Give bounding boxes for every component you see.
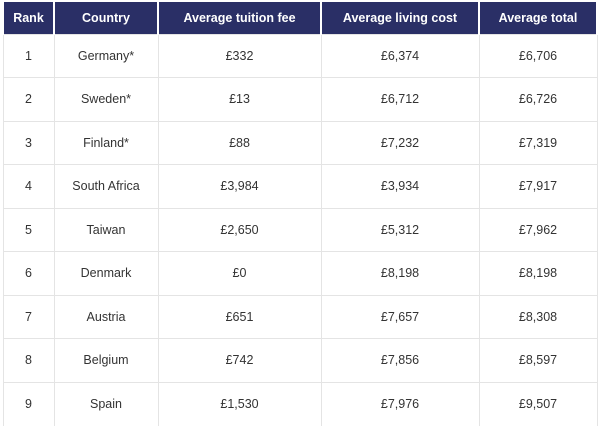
cell-country: Austria <box>53 294 159 339</box>
cell-rank: 3 <box>2 120 55 165</box>
cell-total: £8,198 <box>478 251 598 296</box>
cell-country: Taiwan <box>53 207 159 252</box>
table-row: 9 Spain £1,530 £7,976 £9,507 <box>2 381 598 426</box>
cell-tuition-fee: £651 <box>157 294 322 339</box>
cell-country: Germany* <box>53 33 159 78</box>
cell-living-cost: £5,312 <box>320 207 480 252</box>
table-row: 6 Denmark £0 £8,198 £8,198 <box>2 251 598 296</box>
header-average-tuition-fee: Average tuition fee <box>157 2 322 34</box>
cell-rank: 9 <box>2 381 55 426</box>
cell-rank: 6 <box>2 251 55 296</box>
cell-total: £6,726 <box>478 77 598 122</box>
cell-rank: 4 <box>2 164 55 209</box>
cell-total: £6,706 <box>478 33 598 78</box>
cell-rank: 1 <box>2 33 55 78</box>
cell-country: South Africa <box>53 164 159 209</box>
cell-living-cost: £3,934 <box>320 164 480 209</box>
cell-total: £8,308 <box>478 294 598 339</box>
cell-living-cost: £8,198 <box>320 251 480 296</box>
header-average-living-cost: Average living cost <box>320 2 480 34</box>
cell-country: Sweden* <box>53 77 159 122</box>
cell-rank: 7 <box>2 294 55 339</box>
table-row: 8 Belgium £742 £7,856 £8,597 <box>2 338 598 383</box>
cell-living-cost: £6,712 <box>320 77 480 122</box>
table-row: 1 Germany* £332 £6,374 £6,706 <box>2 33 598 78</box>
cell-tuition-fee: £742 <box>157 338 322 383</box>
header-country: Country <box>53 2 159 34</box>
cell-tuition-fee: £2,650 <box>157 207 322 252</box>
cell-tuition-fee: £332 <box>157 33 322 78</box>
cell-rank: 2 <box>2 77 55 122</box>
header-row: Rank Country Average tuition fee Average… <box>2 2 598 34</box>
table-row: 4 South Africa £3,984 £3,934 £7,917 <box>2 164 598 209</box>
cell-rank: 5 <box>2 207 55 252</box>
cell-total: £7,917 <box>478 164 598 209</box>
cell-living-cost: £7,232 <box>320 120 480 165</box>
table-row: 5 Taiwan £2,650 £5,312 £7,962 <box>2 207 598 252</box>
cell-living-cost: £7,657 <box>320 294 480 339</box>
table-header: Rank Country Average tuition fee Average… <box>2 2 598 34</box>
cell-country: Denmark <box>53 251 159 296</box>
table-row: 7 Austria £651 £7,657 £8,308 <box>2 294 598 339</box>
header-rank: Rank <box>2 2 55 34</box>
header-average-total: Average total <box>478 2 598 34</box>
cell-rank: 8 <box>2 338 55 383</box>
table-row: 2 Sweden* £13 £6,712 £6,726 <box>2 77 598 122</box>
table-row: 3 Finland* £88 £7,232 £7,319 <box>2 120 598 165</box>
cell-living-cost: £7,856 <box>320 338 480 383</box>
cell-living-cost: £6,374 <box>320 33 480 78</box>
table-body: 1 Germany* £332 £6,374 £6,706 2 Sweden* £13 £6,7… <box>2 33 598 426</box>
cell-country: Belgium <box>53 338 159 383</box>
cell-tuition-fee: £88 <box>157 120 322 165</box>
cell-total: £8,597 <box>478 338 598 383</box>
cell-tuition-fee: £0 <box>157 251 322 296</box>
cell-tuition-fee: £13 <box>157 77 322 122</box>
cell-living-cost: £7,976 <box>320 381 480 426</box>
cell-tuition-fee: £3,984 <box>157 164 322 209</box>
cell-total: £7,319 <box>478 120 598 165</box>
cell-country: Spain <box>53 381 159 426</box>
cell-country: Finland* <box>53 120 159 165</box>
cell-total: £9,507 <box>478 381 598 426</box>
cell-total: £7,962 <box>478 207 598 252</box>
cell-tuition-fee: £1,530 <box>157 381 322 426</box>
